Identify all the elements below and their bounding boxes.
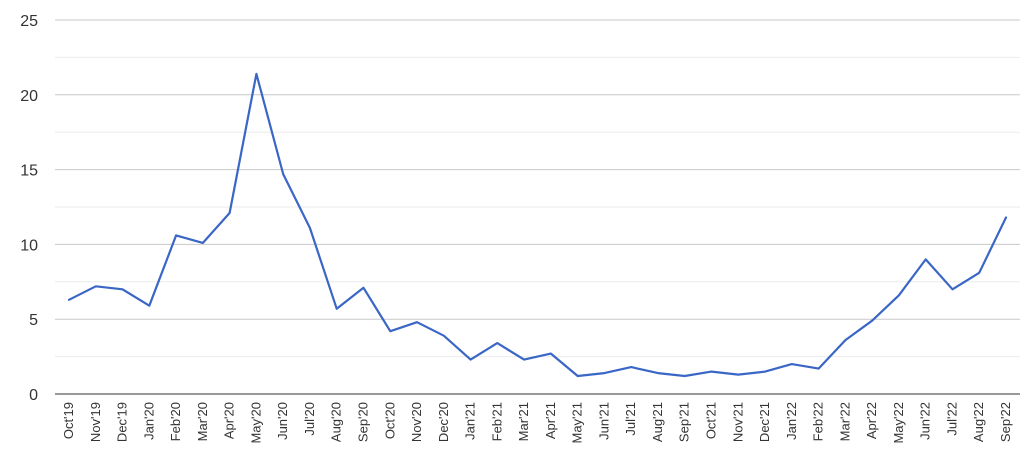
- x-tick-label: Aug'20: [329, 402, 344, 442]
- x-tick-label: Jul'21: [623, 402, 638, 436]
- y-tick-label: 20: [20, 88, 38, 105]
- x-tick-label: Oct'19: [61, 402, 76, 439]
- y-tick-label: 15: [20, 163, 38, 180]
- x-tick-label: Apr'21: [543, 402, 558, 439]
- y-tick-label: 25: [20, 13, 38, 30]
- x-tick-label: Feb'20: [168, 402, 183, 441]
- x-tick-label: Feb'22: [811, 402, 826, 441]
- x-tick-label: Jul'22: [944, 402, 959, 436]
- x-tick-label: Dec'19: [115, 402, 130, 442]
- x-tick-label: May'20: [248, 402, 263, 444]
- x-tick-label: Apr'20: [222, 402, 237, 439]
- x-tick-label: Nov'19: [88, 402, 103, 442]
- x-tick-label: Sep'20: [355, 402, 370, 442]
- series-line: [67, 72, 1008, 378]
- x-tick-label: Jun'21: [596, 402, 611, 440]
- x-tick-label: Mar'21: [516, 402, 531, 441]
- x-tick-label: Jan'21: [463, 402, 478, 440]
- x-tick-label: Jun'22: [918, 402, 933, 440]
- series: [67, 72, 1008, 378]
- x-tick-label: Mar'20: [195, 402, 210, 441]
- x-tick-label: Mar'22: [837, 402, 852, 441]
- x-tick-label: May'21: [570, 402, 585, 444]
- x-tick-label: Oct'20: [382, 402, 397, 439]
- x-tick-label: Jul'20: [302, 402, 317, 436]
- x-axis-ticks: Oct'19 Nov'19 Dec'19 Jan'20 Feb'20 Mar'20 Apr'…: [61, 402, 1013, 444]
- x-tick-label: Feb'21: [489, 402, 504, 441]
- x-tick-label: Dec'21: [757, 402, 772, 442]
- y-tick-label: 0: [29, 387, 38, 404]
- x-tick-label: Aug'22: [971, 402, 986, 442]
- x-tick-label: Jun'20: [275, 402, 290, 440]
- y-tick-label: 5: [29, 312, 38, 329]
- x-tick-label: Sep'21: [677, 402, 692, 442]
- x-tick-label: Sep'22: [998, 402, 1013, 442]
- y-tick-label: 10: [20, 237, 38, 254]
- y-axis-ticks: 0 5 10 15 20 25: [20, 13, 38, 404]
- x-tick-label: Oct'21: [704, 402, 719, 439]
- grid: [55, 19, 1020, 358]
- x-tick-label: Nov'21: [730, 402, 745, 442]
- x-tick-label: Dec'20: [436, 402, 451, 442]
- x-tick-label: Apr'22: [864, 402, 879, 439]
- x-tick-label: Jan'20: [141, 402, 156, 440]
- x-tick-label: Nov'20: [409, 402, 424, 442]
- x-tick-label: Jan'22: [784, 402, 799, 440]
- x-tick-label: Aug'21: [650, 402, 665, 442]
- x-tick-label: May'22: [891, 402, 906, 444]
